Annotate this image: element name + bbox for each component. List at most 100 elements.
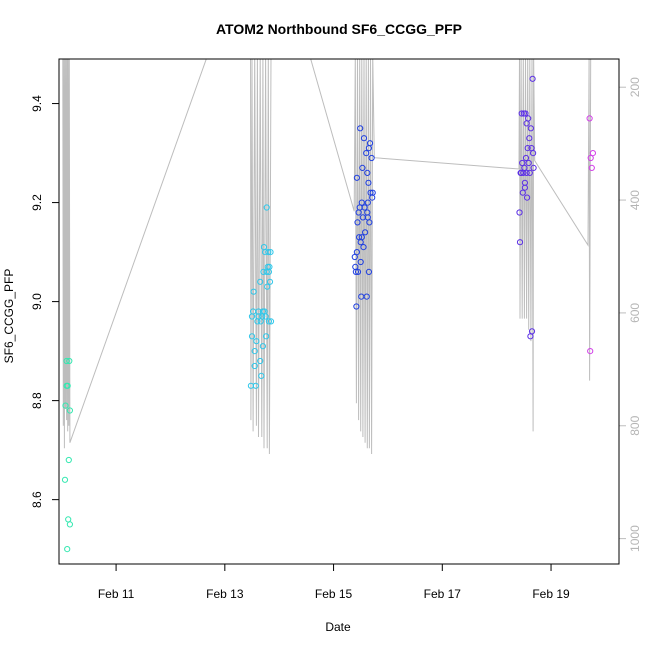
data-point (353, 174, 360, 181)
data-point (65, 516, 72, 523)
y-tick-label: 8.8 (30, 392, 44, 409)
data-point (66, 357, 73, 365)
y2-tick-label: 400 (628, 190, 642, 210)
data-point (64, 382, 71, 389)
data-point (369, 189, 376, 196)
data-point (353, 303, 360, 310)
data-point (364, 169, 371, 176)
data-point (354, 219, 361, 226)
data-point (359, 164, 366, 171)
data-point (353, 249, 360, 256)
data-point (586, 115, 593, 122)
altitude-line (62, 59, 592, 455)
data-point (524, 194, 531, 201)
data-point (64, 546, 71, 553)
data-point (363, 293, 370, 300)
data-point (351, 253, 358, 261)
data-point (263, 333, 270, 340)
data-point (361, 204, 368, 211)
altitude-profile (62, 59, 592, 455)
data-point (65, 456, 72, 464)
data-point (66, 407, 74, 414)
data-point (357, 125, 364, 132)
y-tick-label: 9.0 (30, 293, 44, 310)
y2-tick-label: 600 (628, 303, 642, 323)
data-point (526, 169, 533, 176)
data-point (366, 219, 373, 226)
data-point (365, 268, 372, 275)
data-point (521, 179, 529, 186)
x-axis-label: Date (325, 620, 351, 634)
y-axis-right: 200 400 600 800 1000 (618, 77, 642, 552)
data-point (358, 199, 365, 206)
y2-tick-label: 1000 (628, 525, 642, 552)
data-point (251, 362, 258, 370)
data-point (252, 382, 259, 389)
data-point (525, 159, 532, 167)
data-point (265, 249, 272, 256)
chart-title: ATOM2 Northbound SF6_CCGG_PFP (216, 21, 462, 37)
x-tick-label: Feb 13 (206, 587, 244, 601)
plot-frame (58, 58, 620, 565)
data-point (362, 229, 369, 236)
data-point (589, 150, 597, 157)
data-point (529, 75, 536, 82)
data-point (366, 140, 374, 147)
y2-tick-label: 200 (628, 77, 642, 97)
x-tick-label: Feb 17 (424, 587, 462, 601)
data-point (368, 154, 375, 162)
data-point (530, 164, 537, 171)
data-point (587, 154, 594, 162)
data-point (248, 333, 256, 340)
data-point (63, 357, 70, 365)
data-point (518, 110, 525, 117)
y-axis-left: 8.6 8.8 9.0 9.2 9.4 (30, 95, 60, 508)
data-point (352, 268, 359, 275)
data-point (522, 154, 530, 162)
data-point (516, 239, 524, 246)
data-point (61, 476, 69, 483)
x-tick-label: Feb 11 (98, 587, 135, 601)
data-point (265, 318, 272, 325)
data-point (519, 159, 526, 167)
data-point (266, 263, 273, 270)
data-point (364, 199, 371, 206)
x-tick-label: Feb 15 (315, 587, 353, 601)
data-point (358, 234, 365, 241)
data-point (250, 288, 257, 295)
data-point (257, 278, 264, 285)
data-point (253, 338, 260, 345)
data-point (251, 348, 258, 355)
data-point (525, 115, 532, 122)
y2-tick-label: 800 (628, 415, 642, 435)
data-point (267, 318, 275, 325)
data-point (587, 348, 594, 355)
data-point (521, 164, 528, 171)
data-point (530, 150, 537, 157)
data-point (257, 357, 264, 365)
data-point (523, 169, 530, 176)
data-point (357, 258, 364, 266)
data-point (365, 179, 372, 186)
y-tick-label: 9.2 (30, 194, 44, 211)
data-point (62, 402, 69, 409)
data-point (528, 328, 536, 335)
data-point (354, 268, 362, 275)
data-point (258, 372, 265, 379)
data-point (516, 209, 523, 216)
data-point (262, 313, 269, 320)
data-point (66, 521, 74, 528)
x-axis: Feb 11 Feb 13 Feb 15 Feb 17 Feb 19 (98, 563, 570, 601)
data-point (524, 145, 531, 152)
data-point (259, 343, 266, 350)
data-points (61, 75, 597, 553)
data-point (588, 164, 595, 171)
data-point (263, 204, 270, 211)
data-point (519, 189, 526, 196)
data-point (522, 110, 529, 117)
data-point (360, 244, 367, 251)
y-axis-label: SF6_CCGG_PFP (2, 269, 16, 364)
y-tick-label: 8.6 (30, 491, 44, 508)
